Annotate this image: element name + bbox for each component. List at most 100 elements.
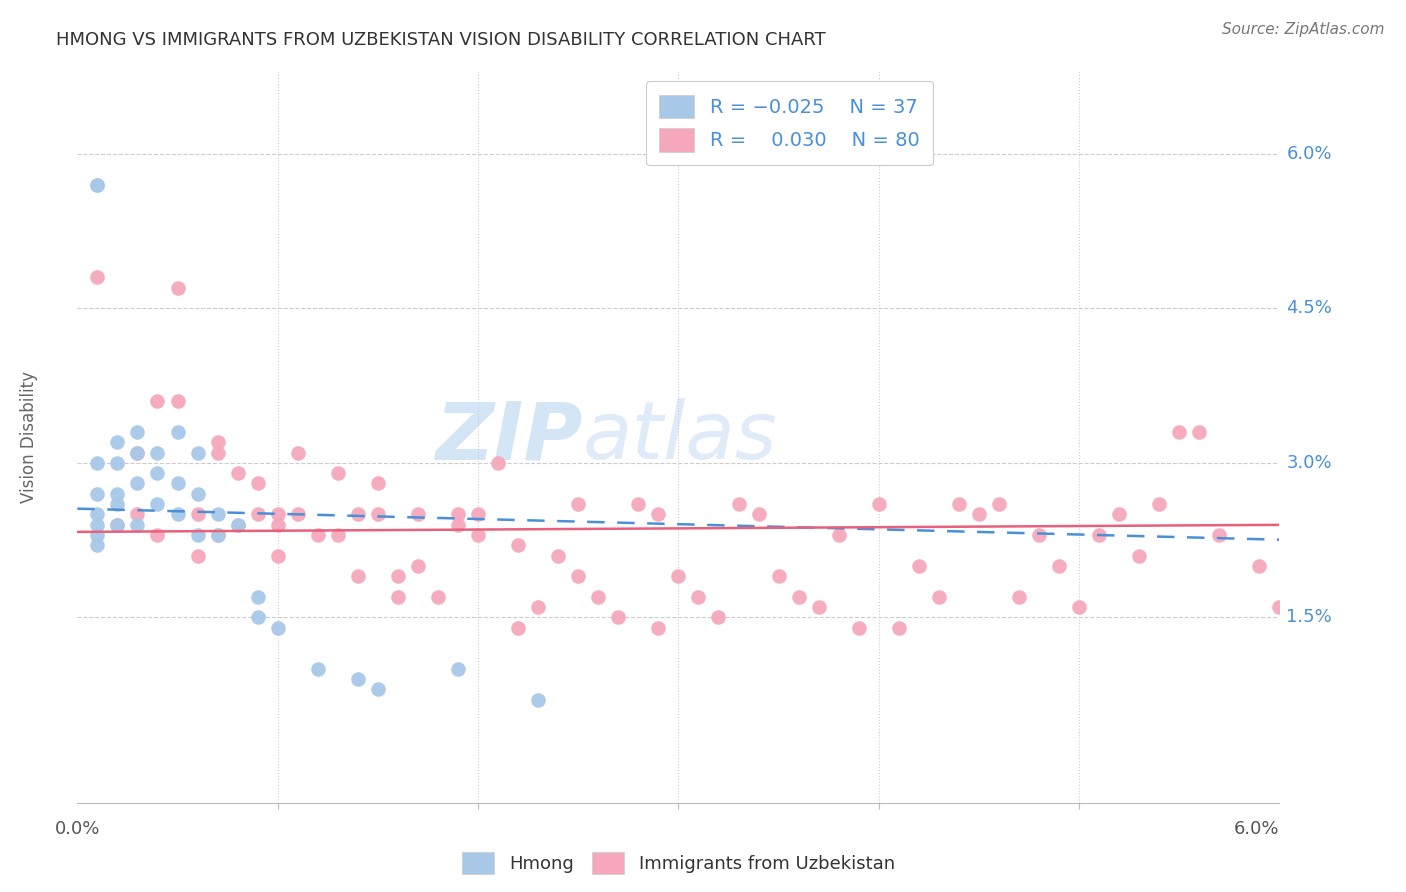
Point bbox=[567, 569, 589, 583]
Point bbox=[647, 508, 669, 522]
Text: 1.5%: 1.5% bbox=[1286, 608, 1333, 626]
Point bbox=[367, 682, 389, 697]
Point bbox=[86, 178, 108, 192]
Point bbox=[107, 497, 129, 511]
Point bbox=[1188, 425, 1211, 439]
Point bbox=[406, 508, 429, 522]
Point bbox=[267, 508, 290, 522]
Text: Vision Disability: Vision Disability bbox=[20, 371, 38, 503]
Point bbox=[307, 528, 329, 542]
Point bbox=[86, 528, 108, 542]
Point bbox=[988, 497, 1011, 511]
Point bbox=[387, 590, 409, 604]
Point bbox=[86, 487, 108, 501]
Point bbox=[246, 508, 269, 522]
Point bbox=[127, 445, 149, 459]
Text: 0.0%: 0.0% bbox=[55, 820, 100, 838]
Point bbox=[107, 517, 129, 532]
Point bbox=[186, 528, 209, 542]
Legend: Hmong, Immigrants from Uzbekistan: Hmong, Immigrants from Uzbekistan bbox=[454, 845, 903, 881]
Point bbox=[186, 549, 209, 563]
Point bbox=[226, 517, 249, 532]
Point bbox=[207, 435, 229, 450]
Point bbox=[146, 466, 169, 480]
Text: atlas: atlas bbox=[582, 398, 778, 476]
Point bbox=[246, 476, 269, 491]
Point bbox=[406, 558, 429, 573]
Point bbox=[347, 569, 370, 583]
Point bbox=[146, 394, 169, 409]
Point bbox=[887, 621, 910, 635]
Point bbox=[688, 590, 710, 604]
Point bbox=[508, 621, 530, 635]
Point bbox=[1069, 600, 1091, 615]
Point bbox=[127, 445, 149, 459]
Point bbox=[627, 497, 650, 511]
Point bbox=[326, 528, 349, 542]
Point bbox=[1149, 497, 1171, 511]
Point bbox=[207, 528, 229, 542]
Point bbox=[868, 497, 890, 511]
Point bbox=[86, 270, 108, 285]
Point bbox=[207, 528, 229, 542]
Point bbox=[848, 621, 870, 635]
Point bbox=[427, 590, 450, 604]
Point bbox=[367, 508, 389, 522]
Point bbox=[1028, 528, 1050, 542]
Point bbox=[267, 621, 290, 635]
Point bbox=[948, 497, 970, 511]
Point bbox=[908, 558, 931, 573]
Point bbox=[486, 456, 509, 470]
Point bbox=[166, 281, 188, 295]
Point bbox=[86, 538, 108, 552]
Point bbox=[207, 445, 229, 459]
Point bbox=[1128, 549, 1150, 563]
Point bbox=[107, 487, 129, 501]
Point bbox=[668, 569, 690, 583]
Text: ZIP: ZIP bbox=[434, 398, 582, 476]
Point bbox=[1088, 528, 1111, 542]
Text: 3.0%: 3.0% bbox=[1286, 454, 1331, 472]
Point bbox=[527, 600, 550, 615]
Point bbox=[107, 435, 129, 450]
Point bbox=[1208, 528, 1230, 542]
Point bbox=[246, 610, 269, 624]
Point bbox=[347, 672, 370, 686]
Point bbox=[246, 590, 269, 604]
Point bbox=[607, 610, 630, 624]
Point bbox=[226, 517, 249, 532]
Point bbox=[146, 497, 169, 511]
Point bbox=[707, 610, 730, 624]
Point bbox=[1249, 558, 1271, 573]
Point bbox=[86, 508, 108, 522]
Point bbox=[567, 497, 589, 511]
Point bbox=[127, 425, 149, 439]
Point bbox=[467, 528, 489, 542]
Point bbox=[347, 508, 370, 522]
Point bbox=[107, 456, 129, 470]
Point bbox=[588, 590, 610, 604]
Point bbox=[1108, 508, 1130, 522]
Point bbox=[748, 508, 770, 522]
Point bbox=[186, 487, 209, 501]
Point bbox=[447, 662, 470, 676]
Point bbox=[127, 508, 149, 522]
Point bbox=[326, 466, 349, 480]
Point bbox=[146, 528, 169, 542]
Point bbox=[127, 476, 149, 491]
Point bbox=[166, 476, 188, 491]
Point bbox=[86, 456, 108, 470]
Point bbox=[508, 538, 530, 552]
Point bbox=[307, 662, 329, 676]
Point bbox=[186, 445, 209, 459]
Point bbox=[146, 445, 169, 459]
Point bbox=[287, 508, 309, 522]
Point bbox=[647, 621, 669, 635]
Point bbox=[267, 549, 290, 563]
Point bbox=[967, 508, 990, 522]
Point bbox=[367, 476, 389, 491]
Point bbox=[186, 508, 209, 522]
Point bbox=[1008, 590, 1031, 604]
Point bbox=[166, 425, 188, 439]
Point bbox=[787, 590, 810, 604]
